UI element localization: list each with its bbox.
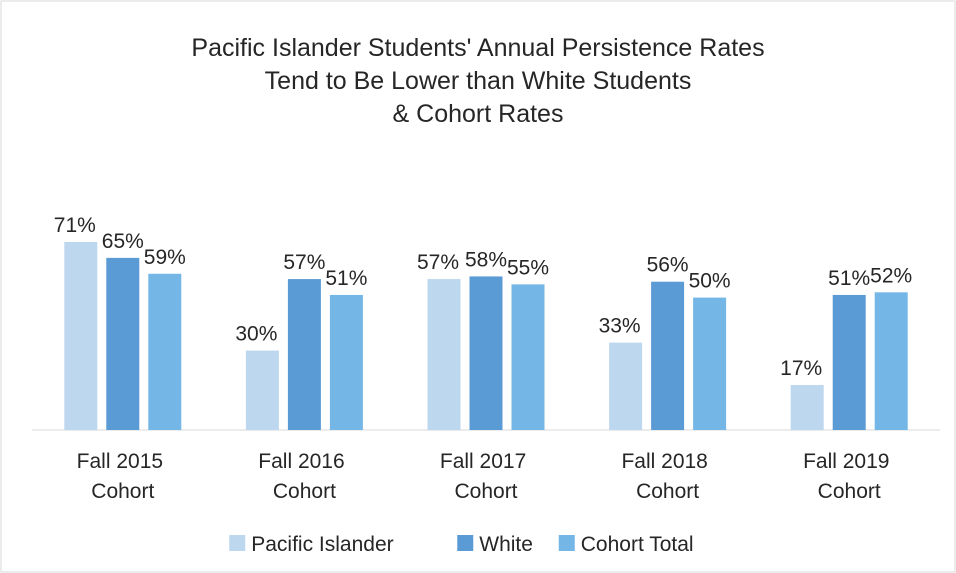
bar [511,284,545,430]
bar [245,350,279,430]
bar [832,294,866,430]
chart-title: & Cohort Rates [393,100,564,128]
x-tick-line: Cohort [454,480,517,503]
x-tick-label: Fall 2019 Cohort [803,450,895,503]
x-tick-line: Cohort [818,480,881,503]
bar [609,342,643,430]
chart-title: Pacific Islander Students' Annual Persis… [191,34,764,62]
legend-swatch [558,535,575,551]
x-tick-label: Fall 2018 Cohort [621,450,713,503]
data-label: 33% [599,315,641,338]
bar [64,242,98,430]
data-label: 50% [689,270,731,293]
x-tick-line: Fall 2016 [258,450,350,473]
x-tick-line: Cohort [91,480,154,503]
legend-swatch [457,535,474,551]
data-label: 55% [507,256,549,279]
data-label: 59% [144,246,186,269]
bar [148,273,182,430]
data-label: 57% [417,251,459,274]
bar [790,384,824,430]
data-label: 65% [102,230,144,253]
chart-title: Tend to Be Lower than White Students [265,67,692,95]
legend-label: Cohort Total [581,533,694,556]
data-label: 51% [325,267,367,290]
x-tick-line: Cohort [636,480,699,503]
data-label: 57% [283,251,325,274]
bar [106,257,140,430]
bar [329,294,363,430]
data-label: 56% [647,254,689,277]
x-tick-line: Fall 2017 [440,450,532,473]
bar [427,279,461,430]
x-tick-label: Fall 2017 Cohort [440,450,532,503]
data-label: 52% [870,264,912,287]
bar [651,281,685,430]
bar [469,276,503,430]
legend-label: Pacific Islander [251,533,393,556]
bar [874,292,908,430]
legend-swatch [229,535,246,551]
bar [693,297,727,430]
data-label: 51% [828,267,870,290]
data-label: 17% [780,357,822,380]
x-tick-label: Fall 2016 Cohort [258,450,350,503]
x-tick-line: Fall 2018 [621,450,713,473]
x-tick-label: Fall 2015 Cohort [77,450,169,503]
x-tick-line: Fall 2015 [77,450,169,473]
data-label: 30% [235,323,277,346]
bar [287,279,321,430]
legend-label: White [479,533,533,556]
x-tick-line: Cohort [273,480,336,503]
x-tick-line: Fall 2019 [803,450,895,473]
data-label: 71% [54,214,96,237]
data-label: 58% [465,248,507,271]
